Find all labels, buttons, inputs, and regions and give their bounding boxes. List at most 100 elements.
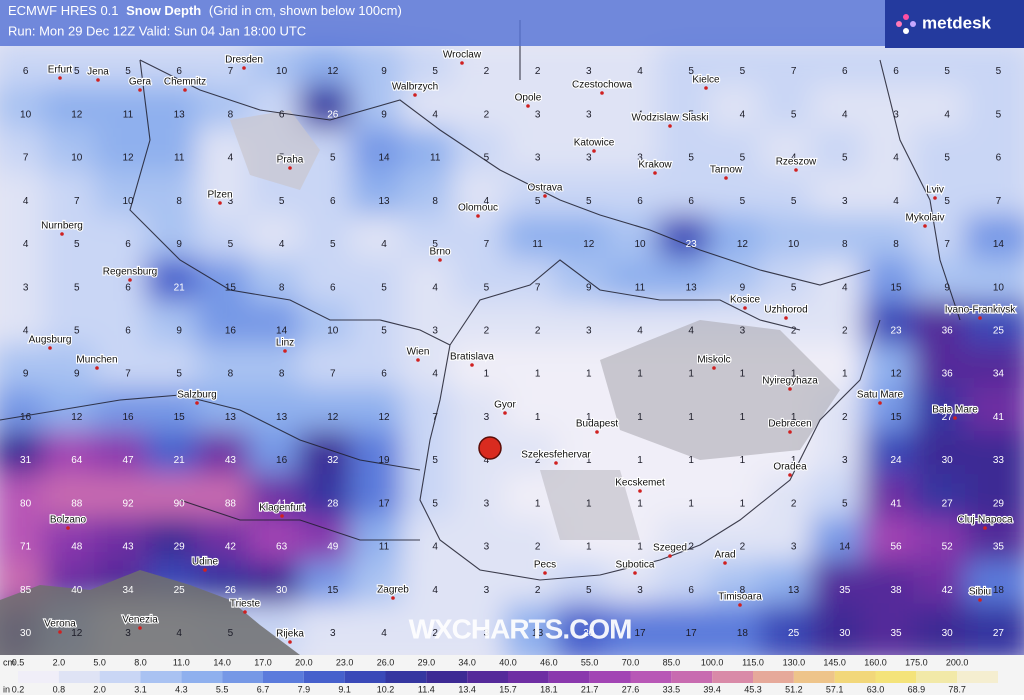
city-dot [58, 76, 62, 80]
grid-value: 6 [688, 585, 694, 596]
grid-value: 3 [893, 109, 899, 120]
city-dot [724, 176, 728, 180]
city-label: Satu Mare [857, 390, 904, 401]
city-label: Wroclaw [443, 50, 482, 61]
grid-value: 3 [586, 326, 592, 337]
city-label: Walbrzych [392, 82, 438, 93]
border-line [449, 259, 801, 346]
colorbar-cm-label: 55.0 [581, 657, 599, 667]
grid-value: 5 [740, 153, 746, 164]
grid-value: 9 [381, 109, 387, 120]
grid-value: 1 [791, 412, 797, 423]
grid-value: 1 [637, 542, 643, 553]
city-dot [288, 640, 292, 644]
grid-value: 5 [484, 282, 490, 293]
city-dot [933, 196, 937, 200]
grid-value: 9 [176, 239, 182, 250]
grid-value: 5 [484, 153, 490, 164]
colorbar-in-label: 63.0 [867, 684, 885, 694]
border-line [179, 499, 420, 541]
city-label: Kielce [692, 75, 720, 86]
grid-value: 5 [586, 585, 592, 596]
colorbar-in-label: 13.4 [458, 684, 476, 694]
colorbar-swatch [344, 671, 386, 683]
grid-value: 4 [740, 109, 746, 120]
grid-value: 6 [381, 369, 387, 380]
grid-value: 41 [276, 498, 288, 509]
colorbar-cm-label: 11.0 [173, 657, 190, 667]
city-label: Chemnitz [164, 77, 206, 88]
colorbar-swatch [263, 671, 304, 683]
grid-value: 25 [788, 628, 800, 639]
grid-value: 27 [942, 498, 954, 509]
grid-value: 2 [535, 66, 541, 77]
colorbar-unit-cm: cm [3, 657, 15, 667]
grid-value: 4 [23, 239, 29, 250]
colorbar-swatch [793, 671, 835, 683]
grid-value: 5 [740, 196, 746, 207]
grid-value: 4 [637, 66, 643, 77]
grid-value: 13 [532, 628, 544, 639]
grid-value: 3 [842, 455, 848, 466]
grid-value: 12 [71, 412, 83, 423]
grid-value: 41 [993, 412, 1005, 423]
city-dot [723, 561, 727, 565]
grid-value: 6 [688, 196, 694, 207]
grid-value: 4 [432, 282, 438, 293]
grid-value: 88 [71, 498, 83, 509]
grid-value: 3 [484, 585, 490, 596]
grid-value: 3 [125, 628, 131, 639]
grid-value: 1 [535, 369, 541, 380]
grid-value: 13 [174, 109, 186, 120]
grid-value: 4 [893, 196, 899, 207]
city-dot [784, 316, 788, 320]
grid-value: 6 [330, 282, 336, 293]
colorbar-in-label: 27.6 [622, 684, 640, 694]
grid-value: 14 [839, 542, 851, 553]
grid-value: 41 [890, 498, 902, 509]
city-dot [280, 514, 284, 518]
colorbar-swatch [385, 671, 427, 683]
grid-value: 19 [378, 455, 390, 466]
city-dot [788, 430, 792, 434]
city-label: Plzen [207, 190, 232, 201]
grid-value: 3 [586, 109, 592, 120]
grid-value: 6 [996, 153, 1002, 164]
city-dot [668, 124, 672, 128]
colorbar-in-label: 4.3 [175, 684, 188, 694]
grid-value: 5 [842, 498, 848, 509]
colorbar-cm-label: 2.0 [53, 657, 66, 667]
grid-value: 30 [942, 628, 954, 639]
grid-value: 4 [432, 542, 438, 553]
grid-value: 42 [942, 585, 954, 596]
grid-value: 1 [535, 498, 541, 509]
grid-value: 23 [890, 326, 902, 337]
grid-value: 7 [74, 196, 80, 207]
city-dot [668, 554, 672, 558]
grid-value: 9 [23, 369, 29, 380]
city-dot [743, 306, 747, 310]
grid-value: 13 [225, 412, 237, 423]
colorbar-cm-label: 200.0 [946, 657, 969, 667]
grid-value: 2 [484, 66, 490, 77]
grid-value: 14 [276, 326, 288, 337]
grid-value: 9 [740, 282, 746, 293]
city-label: Sibiu [969, 587, 991, 598]
colorbar-in-label: 10.2 [377, 684, 395, 694]
city-label: Uzhhorod [764, 305, 807, 316]
city-dot [66, 526, 70, 530]
grid-value: 12 [378, 412, 390, 423]
grid-value: 2 [484, 326, 490, 337]
border-line [0, 394, 421, 471]
grid-value: 3 [432, 326, 438, 337]
city-label: Bratislava [450, 352, 494, 363]
colorbar-cm-label: 29.0 [418, 657, 436, 667]
grid-value: 6 [842, 66, 848, 77]
grid-value: 15 [890, 282, 902, 293]
grid-value: 13 [276, 412, 288, 423]
grid-value: 27 [942, 412, 954, 423]
grid-value: 16 [20, 412, 32, 423]
grid-value: 48 [71, 542, 83, 553]
grid-value: 2 [791, 326, 797, 337]
city-label: Mykolaiv [906, 213, 945, 224]
